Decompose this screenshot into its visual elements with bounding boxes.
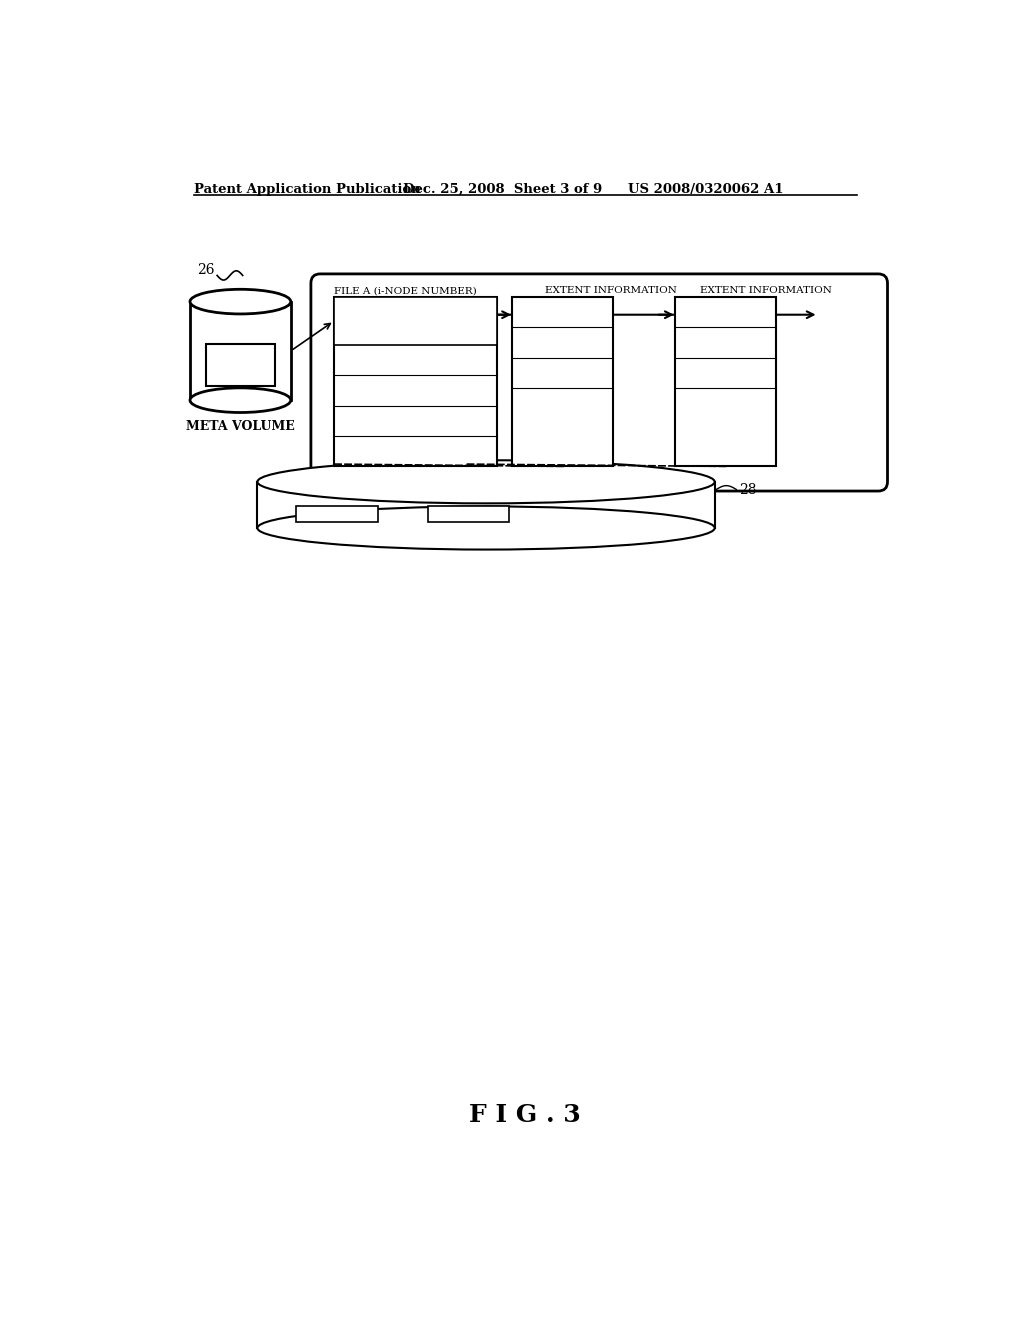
Text: FILE OFFSET: FILE OFFSET — [339, 355, 403, 364]
Bar — [190, 302, 291, 400]
Text: US 2008/0320062 A1: US 2008/0320062 A1 — [628, 183, 783, 197]
Text: 0: 0 — [517, 308, 524, 317]
Text: F I G . 3: F I G . 3 — [469, 1102, 581, 1127]
Text: 20: 20 — [680, 308, 694, 317]
Bar — [334, 297, 497, 466]
Bar — [334, 297, 497, 345]
Bar — [206, 345, 275, 387]
Text: EXTENT INFORMATION: EXTENT INFORMATION — [545, 286, 677, 296]
Ellipse shape — [257, 461, 715, 503]
Text: EXTENT INFORMATION: EXTENT INFORMATION — [700, 286, 831, 296]
Ellipse shape — [190, 388, 291, 413]
FancyBboxPatch shape — [311, 275, 888, 491]
Text: ADDRESS OF 0xF8003100: ADDRESS OF 0xF8003100 — [300, 470, 395, 478]
Text: 10: 10 — [680, 338, 694, 347]
Text: VOLUME NUMBER: VOLUME NUMBER — [339, 416, 429, 425]
Text: 2: 2 — [680, 368, 687, 378]
Ellipse shape — [257, 507, 715, 549]
Bar — [428, 507, 509, 521]
Text: ADDRESS OF 0xF8006710: ADDRESS OF 0xF8006710 — [432, 470, 527, 478]
Bar — [675, 297, 776, 466]
Text: Dec. 25, 2008  Sheet 3 of 9: Dec. 25, 2008 Sheet 3 of 9 — [403, 183, 602, 197]
Bar — [512, 297, 613, 466]
Text: F8006710: F8006710 — [680, 399, 737, 408]
Bar — [296, 507, 378, 521]
Text: 1: 1 — [517, 368, 524, 378]
Text: SIZE: SIZE — [339, 385, 361, 395]
Text: META VOLUME: META VOLUME — [186, 420, 295, 433]
Text: 10: 10 — [517, 338, 531, 347]
Text: F8003100: F8003100 — [517, 399, 574, 408]
Text: FILE A (i-NODE NUMBER): FILE A (i-NODE NUMBER) — [334, 286, 477, 296]
Text: 28: 28 — [739, 483, 757, 496]
Ellipse shape — [190, 289, 291, 314]
Text: PHYSICAL BLOCK NUMBER: PHYSICAL BLOCK NUMBER — [339, 446, 472, 455]
Bar — [257, 482, 715, 528]
Text: Patent Application Publication: Patent Application Publication — [194, 183, 421, 197]
Text: 26: 26 — [198, 263, 215, 277]
